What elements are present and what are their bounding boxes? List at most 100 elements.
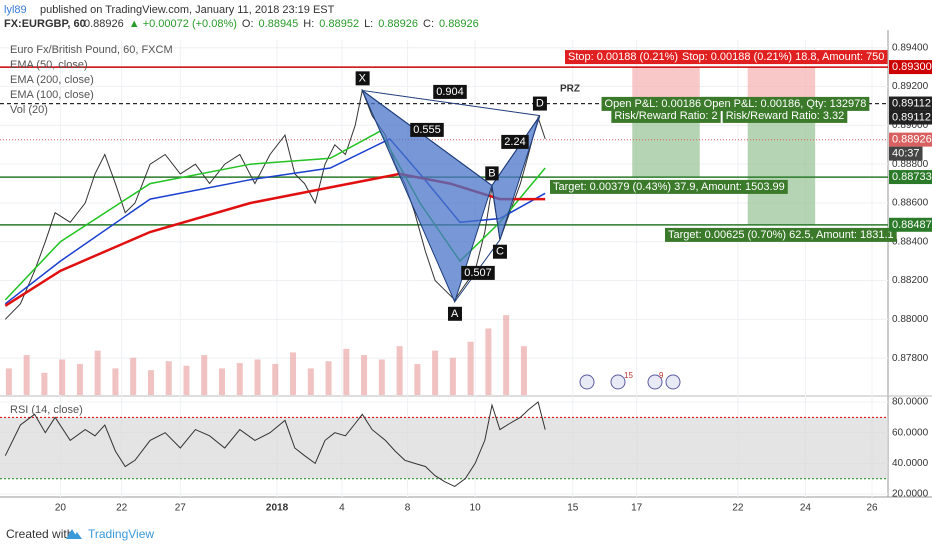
ohlc-key: O: — [242, 18, 254, 30]
pattern-ratio-group: 0.555 — [410, 122, 444, 137]
pattern-point-label-group: A — [447, 306, 462, 321]
pattern-point-label: C — [496, 246, 504, 258]
rr-label-group: Risk/Reward Ratio: 2 — [611, 108, 721, 123]
ohlc-value: 0.88945 — [259, 18, 299, 30]
rr-label-group: Risk/Reward Ratio: 3.32 — [722, 108, 848, 123]
footer: Created with TradingView — [6, 527, 154, 541]
pattern-ratio-line — [491, 115, 541, 186]
pattern-ratio-bg — [501, 134, 529, 149]
stop-label-group: Stop: 0.00188 (0.21%) 18.8, Amount: 750 — [679, 50, 888, 65]
volume-bar — [449, 357, 456, 395]
volume-bar — [378, 359, 385, 395]
price-marker: 0.89112 — [892, 112, 931, 124]
y-tick-label: 0.88600 — [892, 198, 929, 209]
rsi-title: RSI (14, close) — [10, 404, 83, 416]
countdown: 40:37 — [892, 148, 920, 160]
price-marker-bg — [889, 132, 932, 147]
volume-bar — [414, 363, 421, 395]
ohlc-key: H: — [303, 18, 314, 30]
pattern-ratio-group: 2.24 — [501, 134, 529, 149]
rsi-line — [4, 401, 546, 487]
pnl-label-group: Open P&L: 0.00186, Qty: 132978 — [700, 96, 870, 111]
volume-bar — [361, 355, 368, 395]
volume-bar — [41, 372, 48, 395]
y-tick-label: 0.88000 — [892, 314, 929, 325]
pattern-ratio: 2.24 — [504, 136, 525, 148]
target-label: Target: 0.00379 (0.43%) 37.9, Amount: 15… — [553, 181, 785, 193]
x-tick-label: 10 — [470, 503, 482, 514]
user[interactable]: lyl89 — [4, 4, 27, 16]
brand[interactable]: TradingView — [88, 527, 154, 541]
volume-bar — [272, 363, 279, 395]
pattern-point-label-group: X — [355, 71, 370, 86]
rsi-tick-label: 60.0000 — [892, 427, 929, 438]
pattern-ratio-line — [362, 89, 540, 117]
legend-item: EMA (200, close) — [10, 74, 94, 86]
pattern-ratio-line — [362, 90, 493, 186]
volume-bar — [147, 370, 154, 395]
rr-label: Risk/Reward Ratio: 3.32 — [726, 110, 845, 122]
stop-label-bg — [565, 50, 691, 65]
event-icon — [579, 374, 595, 390]
x-tick-label: 8 — [405, 503, 411, 514]
pattern-ratio-bg — [461, 265, 495, 280]
target-label-group: Target: 0.00625 (0.70%) 62.5, Amount: 18… — [665, 227, 897, 242]
pattern-point-label: D — [536, 98, 544, 110]
legend-item: Vol (20) — [10, 104, 48, 116]
countdown-group: 40:37 — [889, 146, 923, 161]
pattern-point-label-group: C — [492, 244, 507, 259]
series-line — [4, 130, 546, 301]
volume-bar — [5, 368, 12, 395]
pattern-point-label: X — [359, 72, 367, 84]
published: published on TradingView.com, January 11… — [40, 4, 335, 16]
y-tick-label: 0.89200 — [892, 81, 929, 92]
y-tick-label: 0.89400 — [892, 42, 929, 53]
symbol: FX:EURGBP, 60 — [4, 18, 86, 30]
rr-label-bg — [722, 108, 848, 123]
pattern-ratio-group: 0.904 — [433, 84, 467, 99]
rsi-tick-label: 20.0000 — [892, 489, 929, 500]
price-marker-bg — [889, 110, 932, 125]
rsi-band — [0, 417, 888, 479]
x-tick-label: 24 — [800, 503, 812, 514]
target-zone — [747, 103, 816, 225]
rsi-tick-label: 40.0000 — [892, 458, 929, 469]
pattern-point-label-bg — [492, 244, 507, 259]
volume-bar — [59, 359, 66, 395]
pnl-label-bg — [601, 96, 731, 111]
volume-bar — [130, 357, 137, 395]
volume-bar — [432, 350, 439, 395]
pattern-ratio: 0.555 — [413, 124, 441, 136]
pattern-point-label-bg — [532, 96, 547, 111]
volume-bar — [23, 355, 30, 395]
pattern-ratio: 0.904 — [436, 86, 464, 98]
volume-bar — [254, 359, 261, 395]
pattern-point-label-group: D — [532, 96, 547, 111]
volume-bar — [236, 363, 243, 395]
pattern-point-label: B — [488, 167, 495, 179]
price-marker: 0.88487 — [892, 219, 932, 231]
countdown-bg — [889, 146, 923, 161]
pattern-ratio: 0.507 — [464, 267, 492, 279]
rr-label-bg — [611, 108, 721, 123]
price-marker-group: 0.88733 — [889, 170, 932, 185]
volume-bar — [219, 368, 225, 395]
price-marker-bg — [889, 217, 932, 232]
volume-bar — [112, 368, 119, 395]
x-tick-label: 26 — [866, 503, 878, 514]
last-price: 0.88926 — [84, 18, 124, 30]
ohlc-value: 0.88926 — [439, 18, 479, 30]
x-tick-label: 20 — [55, 503, 67, 514]
pattern-point-label-group: B — [485, 166, 499, 181]
volume-bar — [325, 361, 332, 395]
volume-bar — [290, 352, 297, 395]
price-marker-group: 0.89112 — [889, 96, 932, 111]
x-tick-label: 22 — [732, 503, 744, 514]
price-marker: 0.88733 — [892, 171, 932, 183]
y-tick-label: 0.88800 — [892, 159, 929, 170]
event-icon — [665, 374, 681, 390]
event-icon — [610, 374, 626, 390]
pnl-label: Open P&L: 0.00186, Qty: — [605, 98, 728, 110]
